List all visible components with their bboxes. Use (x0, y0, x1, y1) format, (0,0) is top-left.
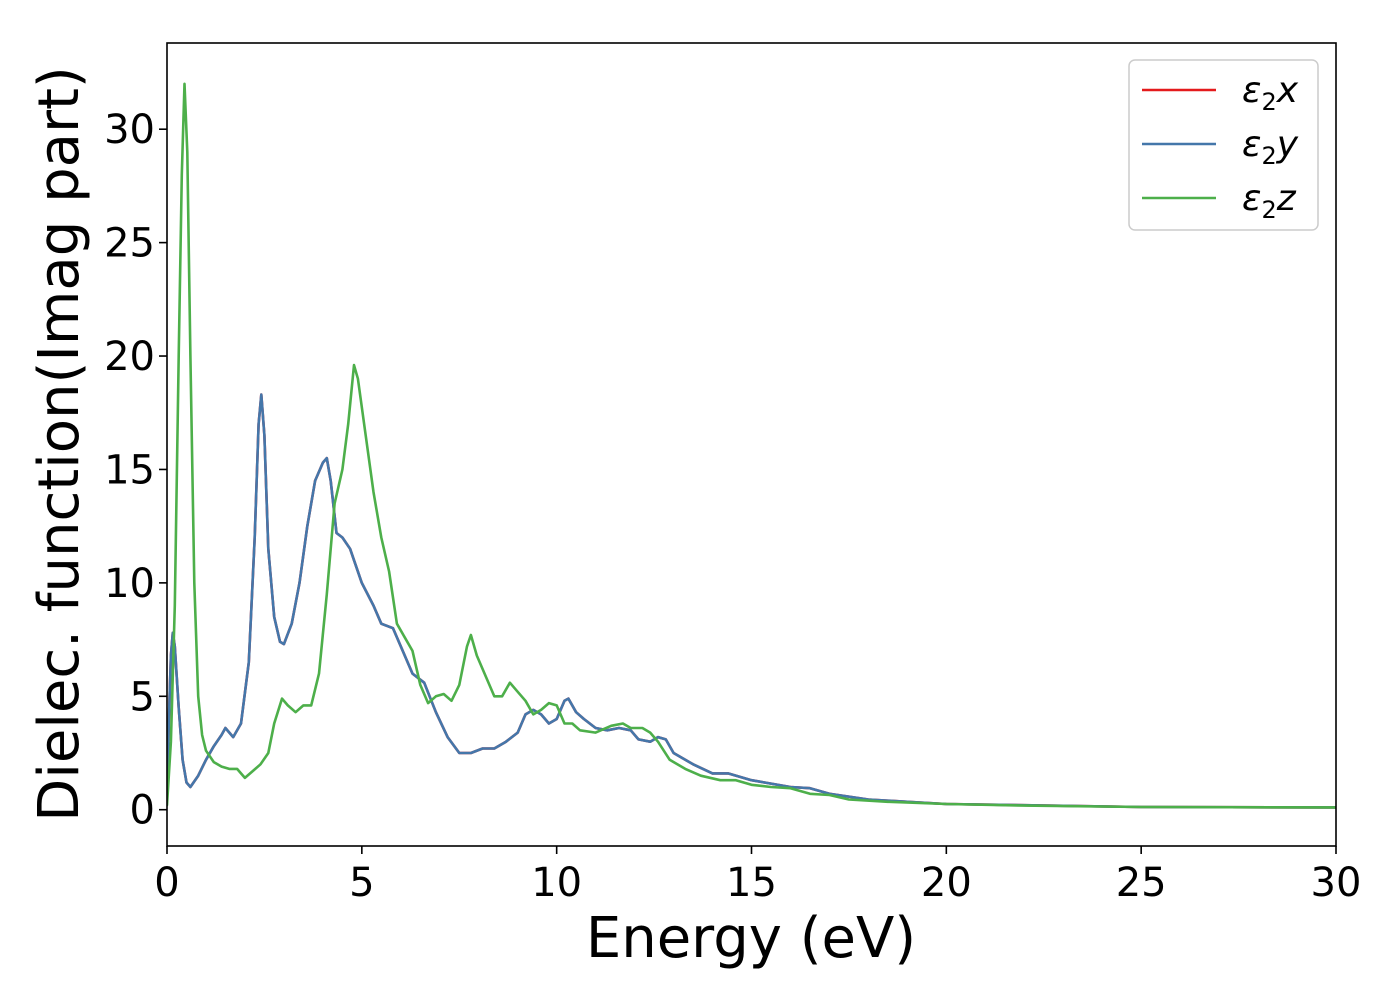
x-tick-label: 15 (726, 860, 777, 906)
x-tick-label: 25 (1116, 860, 1167, 906)
x-tick-label: 10 (531, 860, 582, 906)
y-tick-label: 15 (104, 447, 155, 493)
y-tick-label: 30 (104, 107, 155, 153)
x-axis-ticks: 0 5 10 15 20 25 30 (154, 846, 1361, 906)
series-line-1 (167, 393, 1336, 809)
legend-label-1: ε2y (1242, 124, 1299, 170)
x-tick-label: 0 (154, 860, 179, 906)
y-tick-label: 5 (130, 674, 155, 720)
y-axis-ticks: 0 5 10 15 20 25 30 (104, 107, 167, 834)
y-tick-label: 0 (130, 788, 155, 834)
legend-label-0: ε2x (1242, 70, 1299, 116)
y-tick-label: 20 (104, 334, 155, 380)
y-tick-label: 10 (104, 561, 155, 607)
y-axis-title: Dielec. function(Imag part) (27, 66, 92, 822)
x-axis-title: Energy (eV) (586, 906, 916, 971)
x-tick-label: 30 (1311, 860, 1362, 906)
series-line-2 (167, 82, 1336, 809)
x-tick-label: 5 (349, 860, 374, 906)
legend-box (1128, 59, 1319, 231)
y-tick-label: 25 (104, 221, 155, 267)
series-layer (167, 82, 1336, 809)
x-tick-label: 20 (921, 860, 972, 906)
